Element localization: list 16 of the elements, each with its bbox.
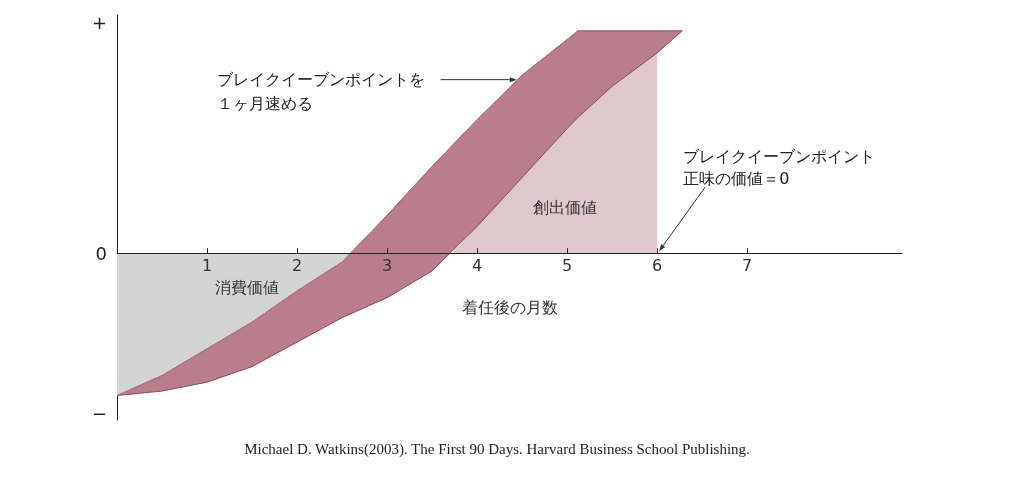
- series-label: 創出価値: [533, 198, 598, 218]
- x-tick-label: 7: [742, 256, 753, 276]
- x-tick-label: 2: [291, 256, 303, 276]
- text: Michael D. Watkins(2003). The First 90 Days. Harvard Business School Publishing.: [244, 441, 750, 458]
- x-tick-label: 1: [201, 256, 213, 276]
- x-tick-label: 3: [381, 256, 393, 276]
- x-tick-label: 6: [652, 256, 663, 276]
- annotation: ブレイクイーブンポイント正味の価値＝0: [683, 146, 876, 188]
- x-tick-label: 4: [472, 256, 483, 276]
- annotation: ブレイクイーブンポイントを１ヶ月速める: [216, 70, 425, 114]
- x-tick-label: 5: [562, 256, 573, 276]
- text: +: [91, 11, 107, 33]
- text: 0: [95, 242, 107, 264]
- series-label: 消費価値: [215, 277, 280, 297]
- x-axis-title: 着任後の月数: [461, 298, 558, 318]
- text: −: [91, 402, 107, 424]
